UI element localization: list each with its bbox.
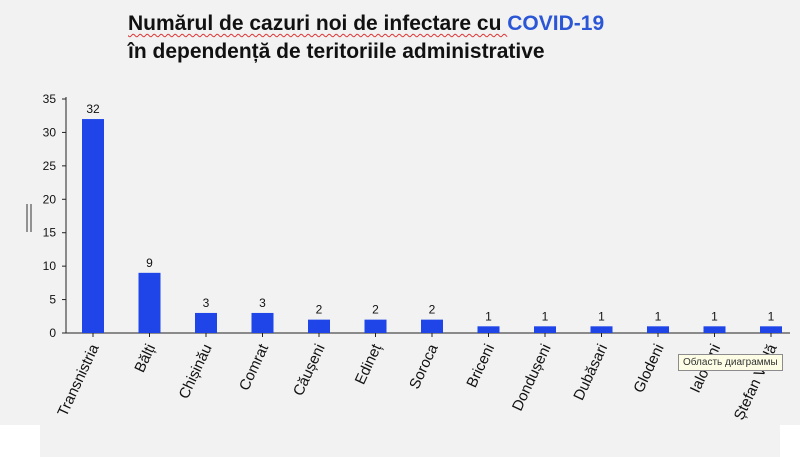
y-tick-label: 25 [43, 159, 57, 173]
bar [82, 119, 104, 333]
bar-value-label: 32 [86, 102, 100, 116]
y-tick-label: 20 [43, 192, 57, 206]
bar [421, 319, 443, 333]
bar-value-label: 1 [598, 309, 605, 323]
bar-value-label: 1 [711, 309, 718, 323]
bar-value-label: 2 [316, 303, 323, 317]
bar-value-label: 3 [259, 296, 266, 310]
bar-value-label: 1 [655, 309, 662, 323]
bar-value-label: 9 [146, 256, 153, 270]
x-tick-label: Comrat [236, 341, 273, 394]
title-line1-accent: COVID-19 [507, 12, 605, 35]
title-line1-text: Numărul de cazuri noi de infectare cu [128, 12, 508, 35]
background-patch-right [780, 425, 800, 457]
x-tick-label: Bălți [131, 342, 159, 376]
x-tick-label: Edineț [352, 341, 386, 387]
bar-value-label: 2 [429, 303, 436, 317]
chart-area-tooltip: Область диаграммы [678, 354, 783, 371]
x-tick-label: Chișinău [176, 342, 216, 402]
bar [308, 319, 330, 333]
bar [590, 326, 613, 333]
y-tick-label: 35 [43, 92, 57, 106]
bar [477, 326, 500, 333]
bar-value-label: 2 [372, 303, 379, 317]
x-tick-label: Soroca [406, 341, 442, 392]
bar [138, 272, 161, 333]
y-tick-label: 10 [43, 259, 57, 273]
bar [195, 312, 217, 333]
bar-value-label: 1 [485, 309, 492, 323]
y-tick-label: 0 [49, 326, 56, 340]
chart-title: Numărul de cazuri noi de infectare cu CO… [128, 10, 604, 66]
x-tick-label: Dubăsari [570, 342, 611, 404]
background-patch [0, 425, 40, 457]
x-tick-label: Căușeni [290, 342, 329, 399]
bar [364, 319, 387, 333]
title-line2: în dependență de teritoriile administrat… [128, 40, 545, 63]
y-tick-label: 15 [43, 226, 57, 240]
y-tick-label: 5 [49, 293, 56, 307]
bar-value-label: 3 [203, 296, 210, 310]
bar-value-label: 1 [768, 309, 775, 323]
bar-value-label: 1 [542, 309, 549, 323]
bar [760, 326, 782, 333]
bar [647, 326, 669, 333]
bar [703, 326, 726, 333]
x-tick-label: Glodeni [630, 342, 667, 396]
bar [534, 326, 556, 333]
x-tick-label: Briceni [463, 342, 498, 391]
x-tick-label: Transnistria [54, 341, 103, 419]
y-tick-label: 30 [43, 125, 57, 139]
bar [251, 312, 274, 333]
x-tick-label: Dondușeni [509, 342, 555, 414]
